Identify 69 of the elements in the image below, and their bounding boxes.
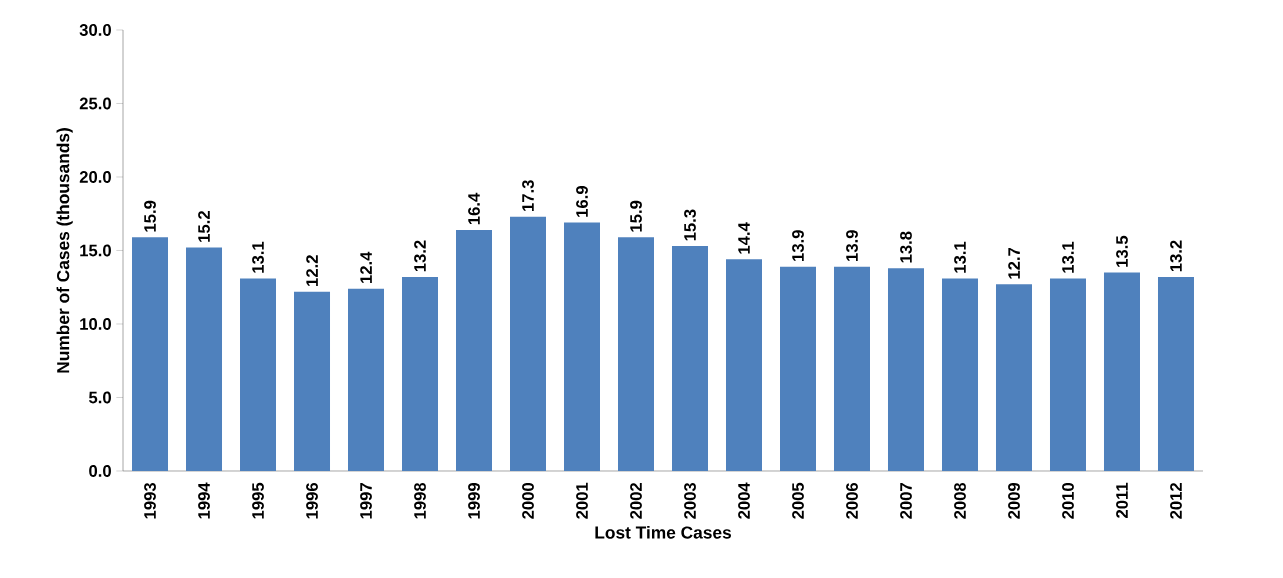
bar (942, 278, 978, 471)
bar (618, 237, 654, 471)
data-label: 13.1 (1062, 241, 1074, 273)
x-tick-label: 2012 (1170, 483, 1182, 519)
x-tick-label: 2011 (1116, 482, 1128, 518)
data-label: 17.3 (522, 180, 534, 211)
bar (294, 291, 331, 471)
bar (510, 216, 546, 471)
x-tick-label: 2007 (900, 483, 912, 519)
bar (834, 266, 870, 471)
data-label: 12.2 (306, 255, 318, 286)
y-tick-label: 25.0 (79, 97, 111, 110)
bar (456, 229, 493, 471)
data-label: 15.9 (144, 200, 156, 232)
bar (240, 278, 277, 471)
x-tick-label: 2005 (792, 482, 804, 519)
x-tick-label: 1997 (360, 483, 372, 519)
x-tick-label: 2009 (1008, 482, 1020, 519)
x-tick-label: 2003 (684, 482, 696, 519)
data-label: 16.4 (468, 192, 480, 225)
y-tick-label: 15.0 (80, 244, 111, 257)
data-label: 13.2 (1170, 240, 1182, 272)
bar (996, 284, 1032, 471)
bar (564, 222, 600, 471)
data-label: 13.1 (252, 241, 264, 273)
data-label: 13.2 (414, 240, 426, 272)
x-tick-label: 1996 (306, 482, 318, 519)
bar (132, 237, 169, 471)
x-tick-label: 2002 (630, 483, 642, 519)
bar (1103, 272, 1140, 471)
x-tick-label: 1994 (198, 482, 210, 519)
bar (726, 259, 762, 471)
data-label: 14.4 (738, 222, 750, 254)
bar (780, 266, 816, 471)
x-tick-label: 1993 (144, 482, 156, 519)
data-label: 13.9 (846, 230, 858, 261)
x-axis-title: Lost Time Cases (595, 525, 731, 539)
x-tick-label: 1998 (414, 482, 426, 519)
data-label: 15.9 (630, 200, 642, 232)
bar (1049, 278, 1086, 471)
x-tick-label: 2006 (846, 482, 858, 519)
x-tick-label: 2001 (576, 482, 588, 519)
bar (672, 246, 708, 471)
y-tick-label: 0.0 (89, 465, 111, 477)
data-label: 13.1 (954, 241, 966, 273)
x-tick-label: 2004 (738, 482, 750, 519)
x-tick-label: 2000 (522, 483, 534, 519)
data-label: 13.8 (900, 231, 912, 263)
x-tick-label: 2008 (954, 482, 966, 519)
x-tick-label: 2010 (1062, 483, 1074, 519)
x-tick-label: 1995 (252, 482, 264, 519)
data-label: 12.4 (360, 251, 372, 283)
y-tick-label: 30.0 (79, 24, 111, 36)
x-tick-label: 1999 (468, 482, 480, 519)
data-label: 13.5 (1116, 235, 1128, 267)
data-label: 15.3 (684, 209, 696, 241)
bar (348, 288, 385, 471)
bar (402, 276, 438, 471)
y-axis-title: Number of Cases (thousands) (56, 128, 73, 373)
data-label: 13.9 (792, 230, 804, 261)
bar (1157, 276, 1194, 471)
data-label: 12.7 (1008, 247, 1020, 279)
y-tick-label: 10.0 (80, 318, 111, 330)
y-tick-label: 20.0 (79, 171, 111, 183)
y-tick-label: 5.0 (88, 391, 111, 404)
bar (186, 247, 223, 471)
data-label: 16.9 (576, 186, 588, 217)
bar (888, 268, 924, 471)
data-label: 15.2 (198, 211, 210, 242)
